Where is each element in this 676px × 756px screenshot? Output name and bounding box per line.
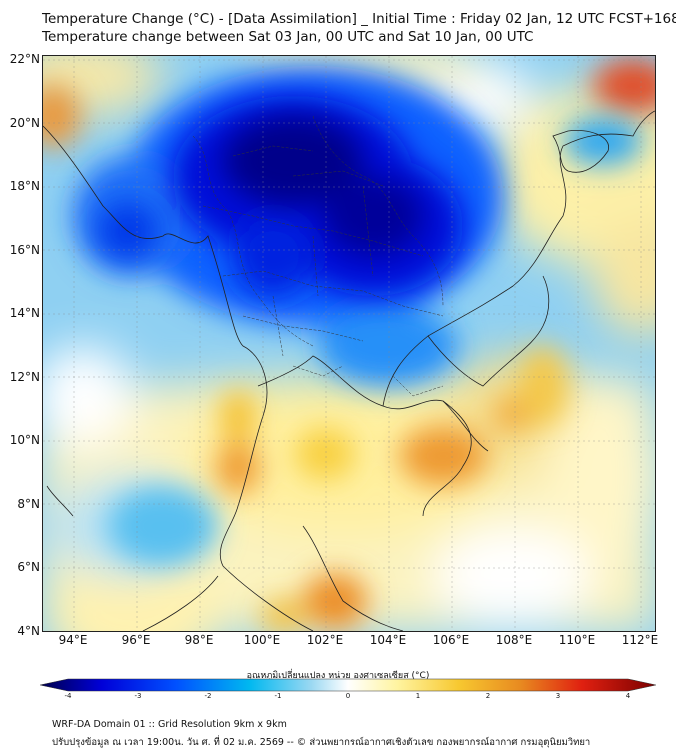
lon-label-100: 100°E [243, 633, 281, 647]
admin-borders [192, 115, 444, 397]
lat-label-22: 22°N [9, 52, 40, 66]
footer-model-info: WRF-DA Domain 01 :: Grid Resolution 9km … [52, 719, 287, 730]
lon-label-108: 108°E [495, 633, 533, 647]
colorbar-tick-m4: -4 [64, 692, 72, 700]
colorbar [40, 678, 656, 692]
colorbar-tick-m3: -3 [134, 692, 142, 700]
footer-credits: ปรับปรุงข้อมูล ณ เวลา 19:00น. วัน ศ. ที่… [52, 737, 591, 748]
title-block: Temperature Change (°C) - [Data Assimila… [42, 10, 676, 46]
lat-label-4: 4°N [17, 624, 40, 638]
temperature-field-map [43, 56, 655, 631]
lon-label-112: 112°E [621, 633, 659, 647]
lat-label-20: 20°N [9, 116, 40, 130]
lat-label-12: 12°N [9, 370, 40, 384]
lat-label-16: 16°N [9, 243, 40, 257]
colorbar-tick-4: 4 [625, 692, 631, 700]
lat-label-18: 18°N [9, 179, 40, 193]
lon-label-106: 106°E [432, 633, 470, 647]
colorbar-tick-0: 0 [345, 692, 351, 700]
colorbar-tick-1: 1 [415, 692, 421, 700]
lon-label-94: 94°E [58, 633, 88, 647]
colorbar-bar [40, 678, 656, 692]
colorbar-title: อุณหภูมิเปลี่ยนแปลง หน่วย องศาเซลเซียส (… [246, 671, 430, 681]
map-panel[interactable] [42, 55, 656, 632]
lat-label-8: 8°N [17, 497, 40, 511]
colorbar-tick-2: 2 [485, 692, 491, 700]
map-subtitle: Temperature change between Sat 03 Jan, 0… [42, 29, 534, 45]
field-north-warm [43, 56, 655, 336]
lon-label-98: 98°E [184, 633, 214, 647]
colorbar-tick-m2: -2 [204, 692, 212, 700]
lon-label-96: 96°E [121, 633, 151, 647]
lon-label-110: 110°E [558, 633, 596, 647]
field-cold-deepest [223, 116, 423, 256]
graticule [43, 56, 655, 631]
lat-label-14: 14°N [9, 306, 40, 320]
colorbar-tick-m1: -1 [274, 692, 282, 700]
coastlines [43, 110, 655, 631]
lon-label-104: 104°E [369, 633, 407, 647]
colorbar-tick-3: 3 [555, 692, 561, 700]
lat-label-6: 6°N [17, 560, 40, 574]
lon-label-102: 102°E [306, 633, 344, 647]
lat-label-10: 10°N [9, 433, 40, 447]
map-title: Temperature Change (°C) - [Data Assimila… [42, 11, 676, 27]
